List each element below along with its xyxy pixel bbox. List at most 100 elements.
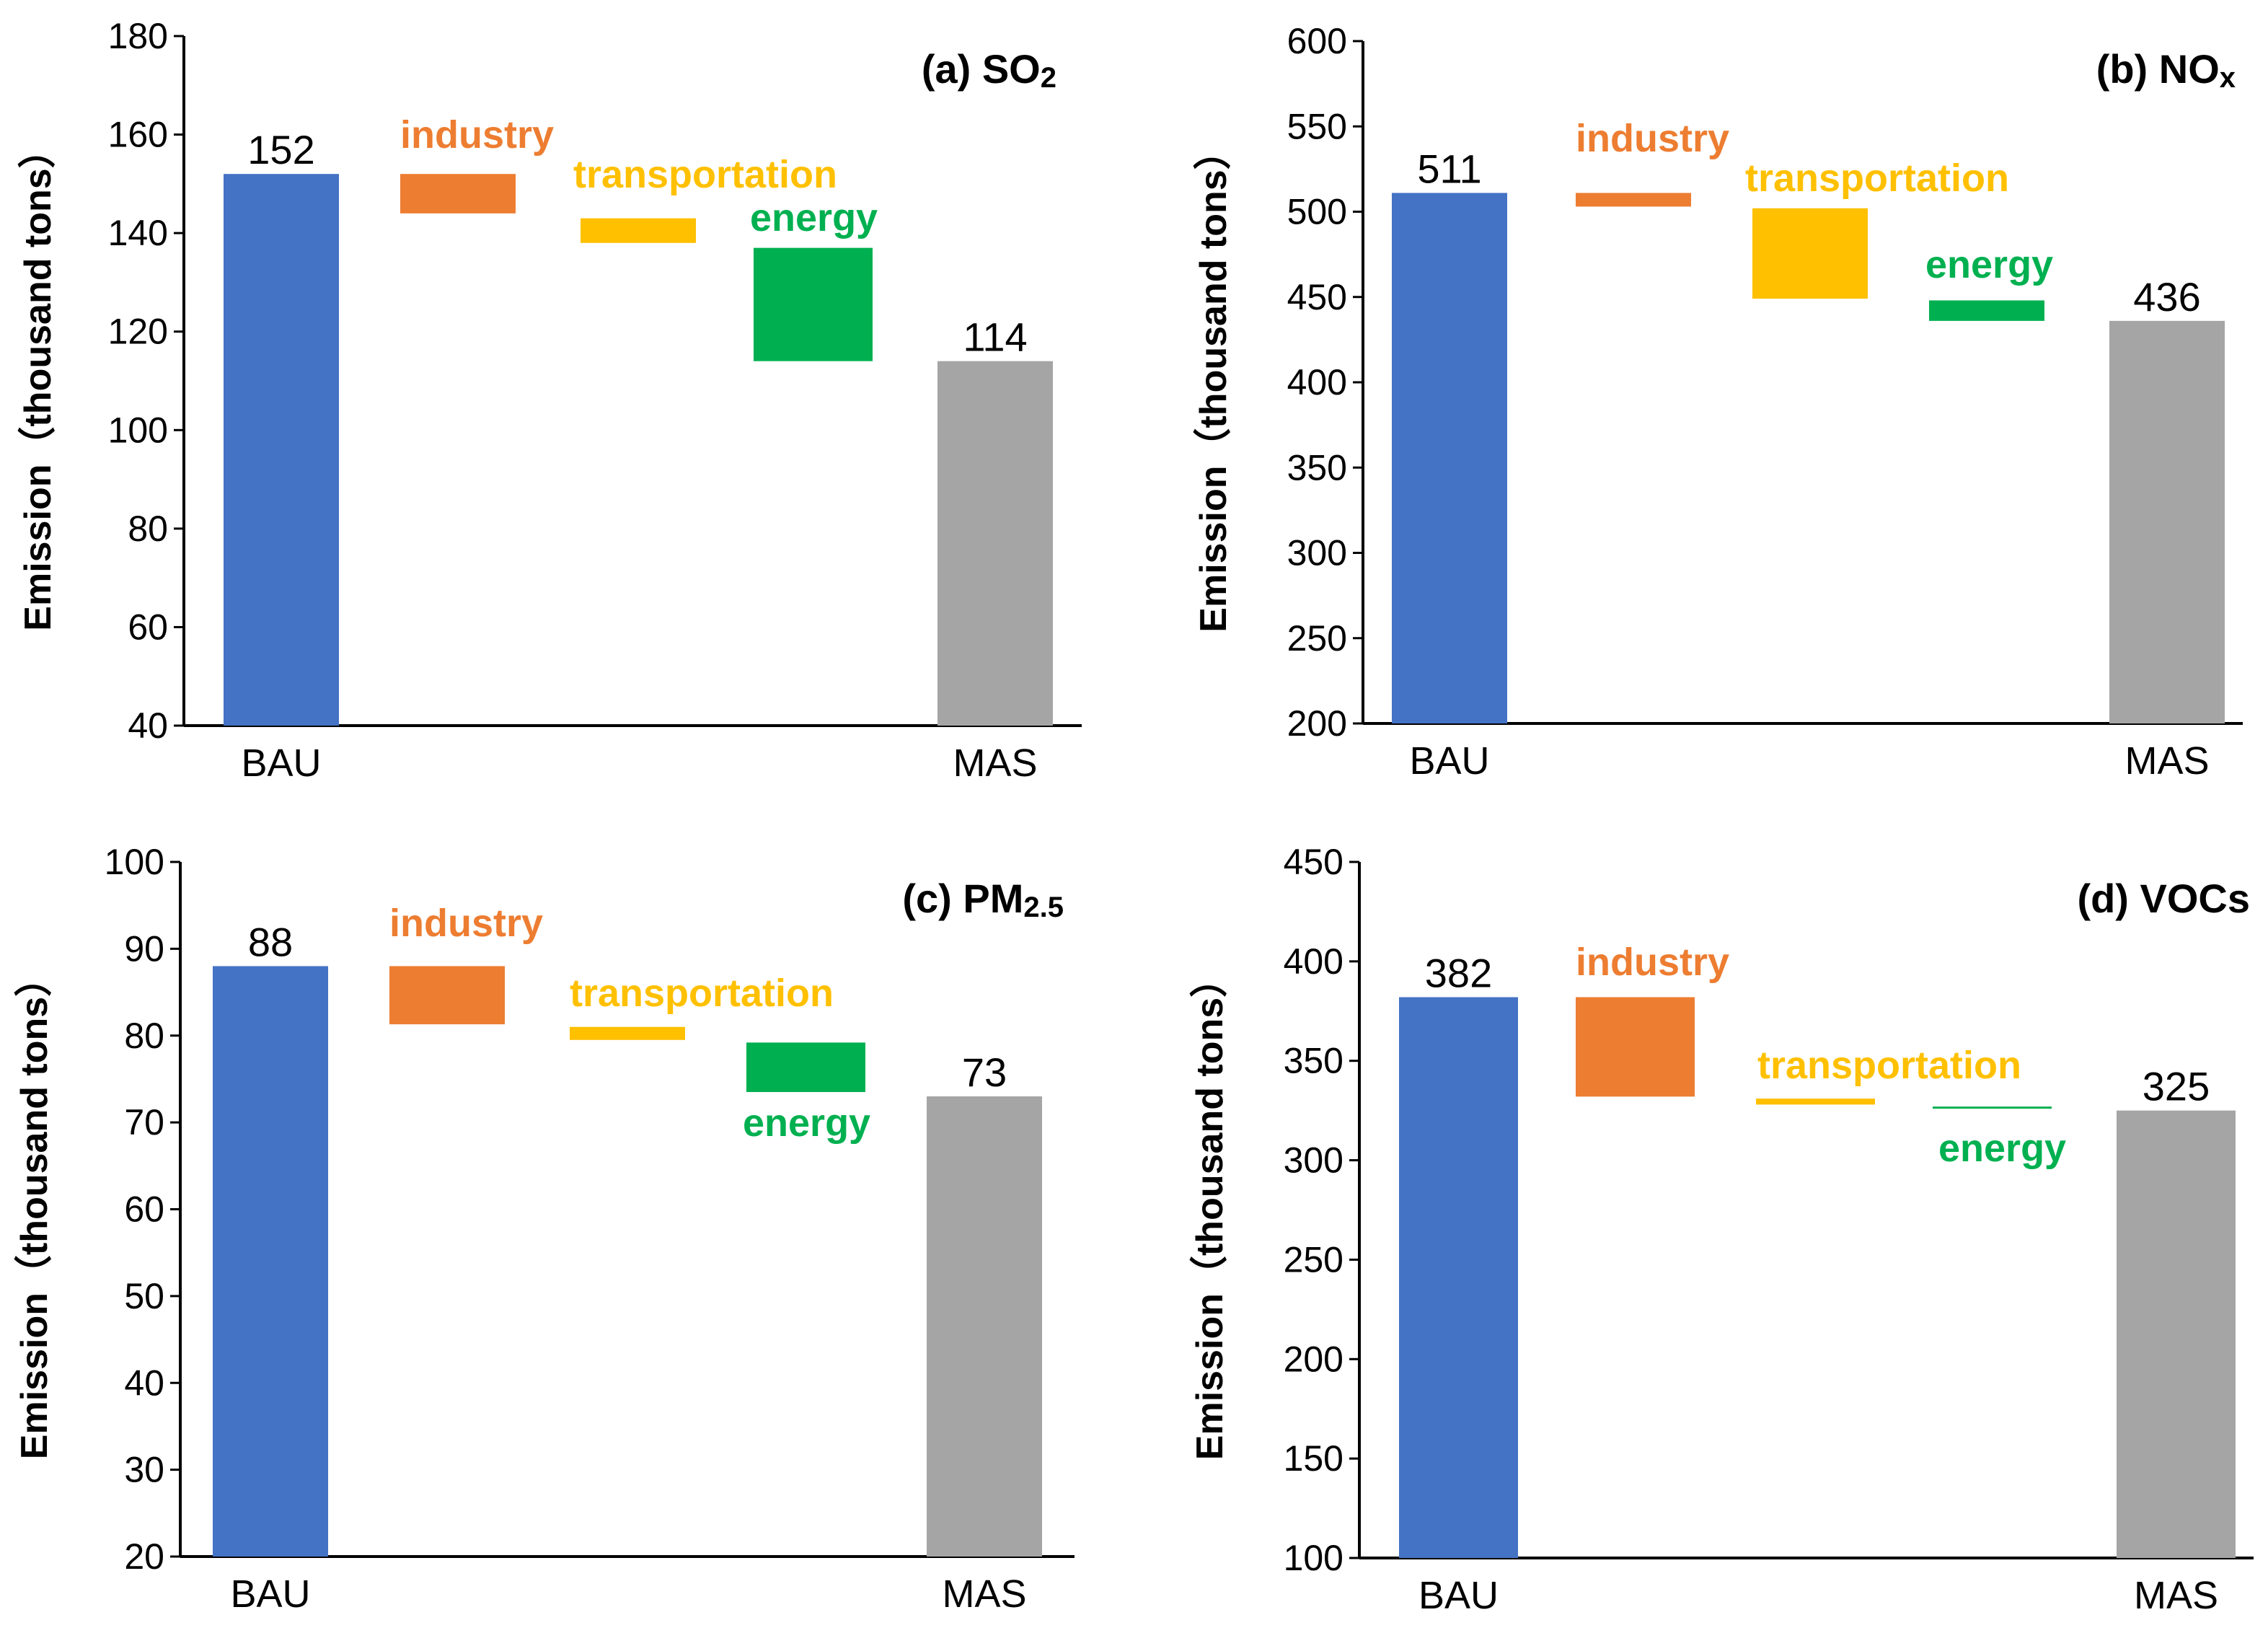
- step-label-energy: energy: [750, 196, 878, 239]
- y-axis-title: Emission（thousand tons）: [1189, 960, 1231, 1460]
- y-tick-label: 200: [1287, 703, 1347, 744]
- y-tick-label: 300: [1287, 533, 1347, 573]
- data-label-bau: 152: [247, 127, 314, 172]
- y-tick-label: 450: [1287, 277, 1347, 317]
- bar-bau: [224, 174, 339, 726]
- y-tick-label: 70: [124, 1102, 164, 1143]
- y-tick-label: 400: [1284, 941, 1343, 982]
- panel-title: (c) PM2.5: [902, 876, 1064, 923]
- y-tick-label: 600: [1287, 21, 1347, 61]
- y-tick-label: 60: [128, 607, 168, 647]
- x-category-label-bau: BAU: [230, 1572, 310, 1616]
- y-tick-label: 50: [124, 1276, 164, 1316]
- x-category-label-mas: MAS: [2124, 739, 2209, 783]
- y-tick-label: 450: [1284, 842, 1343, 882]
- data-label-bau: 511: [1417, 146, 1481, 191]
- bar-mas: [927, 1096, 1042, 1557]
- chart-panel-d: 100 150 200 250 300 350 400 450 Emission（thousan…: [1189, 842, 2254, 1617]
- y-tick-label: 350: [1284, 1041, 1343, 1081]
- y-tick-label: 200: [1284, 1339, 1343, 1379]
- panel-title-main: (b) NO: [2096, 46, 2220, 92]
- bar-bau: [1399, 997, 1518, 1558]
- y-tick-label: 120: [108, 312, 168, 352]
- y-tick-label: 90: [124, 928, 164, 969]
- y-axis-title: Emission（thousand tons）: [14, 959, 56, 1459]
- step-label-industry: industry: [389, 902, 543, 945]
- bar-step-energy: [1933, 1106, 2052, 1109]
- bar-step-industry: [389, 966, 505, 1025]
- data-label-bau: 382: [1425, 950, 1492, 995]
- bar-step-industry: [400, 174, 516, 214]
- panel-title-subscript: 2: [1041, 62, 1056, 94]
- y-tick-label: 150: [1284, 1438, 1343, 1479]
- panel-title: (d) VOCs: [2077, 876, 2250, 921]
- bar-mas: [2117, 1110, 2236, 1558]
- x-category-label-bau: BAU: [241, 741, 321, 785]
- y-tick-label: 160: [108, 115, 168, 155]
- bar-step-transportation: [570, 1026, 685, 1040]
- y-tick-label: 300: [1284, 1140, 1343, 1181]
- panel-title-subscript: x: [2220, 62, 2236, 94]
- y-tick-label: 80: [128, 509, 168, 549]
- y-tick-label: 250: [1284, 1239, 1343, 1280]
- bar-mas: [937, 361, 1053, 726]
- bar-step-energy: [754, 247, 873, 361]
- y-tick-label: 500: [1287, 192, 1347, 232]
- data-label-mas: 325: [2143, 1064, 2210, 1109]
- y-tick-label: 60: [124, 1189, 164, 1230]
- panel-title-main: (d) VOCs: [2077, 876, 2250, 921]
- bar-step-industry: [1576, 193, 1691, 207]
- step-label-transportation: transportation: [573, 153, 837, 196]
- chart-panel-b: 200 250 300 350 400 450 500 550 600 Emission（thou…: [1193, 21, 2243, 783]
- bar-step-energy: [1929, 300, 2044, 321]
- x-category-label-bau: BAU: [1418, 1574, 1499, 1617]
- panel-title-main: (a) SO: [922, 46, 1041, 92]
- step-label-energy: energy: [1938, 1127, 2066, 1170]
- y-tick-label: 20: [124, 1536, 164, 1577]
- chart-panel-a: 40 60 80 100 120 140 160 180 Emission（thousand t…: [17, 16, 1082, 785]
- bar-step-industry: [1576, 997, 1695, 1097]
- y-tick-label: 30: [124, 1450, 164, 1490]
- y-tick-label: 400: [1287, 362, 1347, 402]
- y-tick-label: 40: [128, 705, 168, 746]
- step-label-transportation: transportation: [1757, 1044, 2021, 1087]
- panel-title: (b) NOx: [2096, 46, 2236, 94]
- x-category-label-bau: BAU: [1409, 739, 1489, 783]
- bar-bau: [213, 966, 328, 1557]
- data-label-bau: 88: [248, 919, 293, 964]
- bar-bau: [1392, 193, 1507, 723]
- x-category-label-mas: MAS: [953, 741, 1037, 785]
- step-label-energy: energy: [1925, 243, 2053, 286]
- step-label-industry: industry: [1576, 117, 1729, 160]
- y-axis-title: Emission（thousand tons）: [1193, 132, 1235, 632]
- bar-step-transportation: [1756, 1099, 1875, 1105]
- x-category-label-mas: MAS: [2134, 1574, 2218, 1617]
- chart-panel-c: 20 30 40 50 60 70 80 90 100 Emission（thousand ton…: [14, 842, 1075, 1616]
- y-tick-label: 40: [124, 1363, 164, 1403]
- step-label-industry: industry: [400, 113, 554, 157]
- y-tick-label: 100: [105, 842, 164, 882]
- y-tick-label: 80: [124, 1016, 164, 1056]
- bar-step-transportation: [1752, 208, 1868, 299]
- y-tick-label: 100: [108, 410, 168, 450]
- bar-step-energy: [746, 1042, 865, 1092]
- panel-title: (a) SO2: [922, 46, 1056, 94]
- panel-title-main: (c) PM: [902, 876, 1023, 921]
- data-label-mas: 114: [963, 314, 1027, 360]
- y-tick-label: 550: [1287, 106, 1347, 146]
- step-label-transportation: transportation: [570, 972, 834, 1015]
- step-label-energy: energy: [743, 1101, 870, 1145]
- y-tick-label: 100: [1284, 1538, 1343, 1578]
- bar-step-transportation: [581, 218, 696, 243]
- y-tick-label: 180: [108, 16, 168, 56]
- data-label-mas: 436: [2133, 274, 2200, 320]
- y-tick-label: 250: [1287, 618, 1347, 659]
- data-label-mas: 73: [962, 1049, 1007, 1095]
- step-label-industry: industry: [1576, 941, 1729, 984]
- y-axis-title: Emission（thousand tons）: [17, 131, 59, 630]
- y-tick-label: 350: [1287, 447, 1347, 488]
- bar-mas: [2109, 320, 2225, 723]
- y-tick-label: 140: [108, 213, 168, 253]
- panel-title-subscript: 2.5: [1023, 892, 1064, 923]
